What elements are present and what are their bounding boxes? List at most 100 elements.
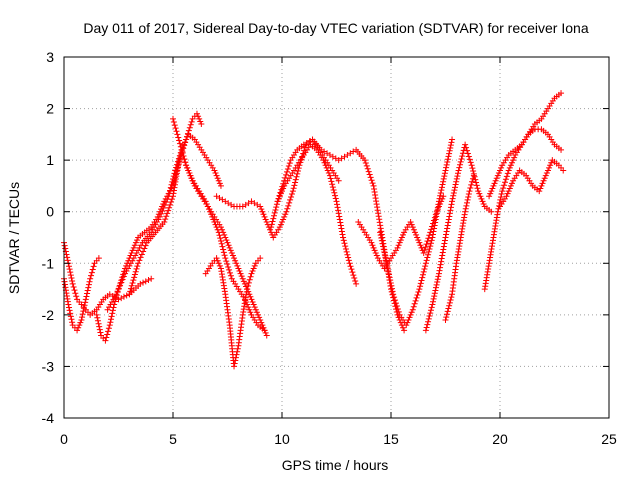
data-point bbox=[257, 255, 264, 262]
data-point bbox=[465, 191, 472, 198]
data-point bbox=[446, 302, 453, 309]
data-point bbox=[431, 290, 438, 297]
data-point bbox=[467, 159, 474, 166]
data-point bbox=[247, 273, 254, 280]
data-point bbox=[213, 255, 220, 262]
data-point bbox=[475, 188, 482, 195]
data-point bbox=[186, 170, 193, 177]
data-point bbox=[151, 224, 158, 231]
data-point bbox=[427, 307, 434, 314]
data-point bbox=[223, 237, 230, 244]
data-point bbox=[282, 211, 289, 218]
data-point bbox=[102, 337, 109, 344]
data-point bbox=[241, 280, 248, 287]
data-point bbox=[132, 239, 139, 246]
data-point bbox=[185, 167, 192, 174]
data-point bbox=[179, 149, 186, 156]
data-point bbox=[97, 329, 104, 336]
data-point bbox=[442, 167, 449, 174]
data-point bbox=[279, 183, 286, 190]
data-point bbox=[130, 244, 137, 251]
data-point bbox=[71, 287, 78, 294]
data-point bbox=[95, 320, 102, 327]
data-point bbox=[399, 231, 406, 238]
data-point bbox=[234, 262, 241, 269]
data-point bbox=[119, 276, 126, 283]
data-point bbox=[334, 204, 341, 211]
data-point bbox=[457, 161, 464, 168]
data-point bbox=[278, 186, 285, 193]
data-point bbox=[364, 165, 371, 172]
x-tick-label: 5 bbox=[169, 431, 177, 447]
data-point bbox=[107, 301, 114, 308]
data-point bbox=[410, 226, 417, 233]
data-point bbox=[292, 176, 299, 183]
data-point bbox=[88, 269, 95, 276]
data-point bbox=[67, 272, 74, 279]
data-point bbox=[262, 216, 269, 223]
data-point bbox=[452, 181, 459, 188]
data-point bbox=[502, 176, 509, 183]
data-point bbox=[429, 234, 436, 241]
data-point bbox=[78, 317, 85, 324]
data-point bbox=[384, 265, 391, 272]
data-point bbox=[122, 270, 129, 277]
data-point bbox=[86, 278, 93, 285]
data-point bbox=[276, 224, 283, 231]
data-point bbox=[497, 167, 503, 174]
data-point bbox=[274, 198, 281, 205]
data-point bbox=[156, 213, 163, 220]
data-point bbox=[189, 177, 196, 184]
plot-frame bbox=[63, 56, 610, 419]
data-point bbox=[501, 182, 508, 189]
data-point bbox=[463, 199, 470, 206]
data-point bbox=[140, 248, 147, 255]
data-point bbox=[65, 301, 72, 308]
data-point bbox=[488, 188, 495, 195]
data-point bbox=[440, 246, 447, 253]
data-point bbox=[346, 260, 353, 267]
data-point bbox=[76, 322, 83, 329]
data-point bbox=[505, 167, 512, 174]
data-point bbox=[497, 196, 504, 203]
data-point bbox=[261, 327, 268, 334]
data-point bbox=[62, 245, 69, 252]
data-point bbox=[438, 255, 445, 262]
data-point bbox=[290, 185, 297, 192]
data-point bbox=[66, 266, 73, 273]
data-point bbox=[138, 251, 145, 258]
data-point bbox=[351, 275, 358, 282]
data-point bbox=[239, 275, 246, 282]
data-point bbox=[537, 185, 544, 192]
data-point bbox=[263, 332, 270, 339]
data-point bbox=[463, 202, 470, 209]
data-point bbox=[413, 294, 420, 301]
data-point bbox=[183, 162, 190, 169]
data-point bbox=[393, 303, 400, 310]
data-point bbox=[490, 182, 497, 189]
data-point bbox=[84, 287, 91, 294]
data-point bbox=[462, 141, 469, 148]
data-point bbox=[343, 248, 350, 255]
data-point bbox=[439, 249, 446, 256]
data-point bbox=[132, 268, 139, 275]
data-point bbox=[279, 219, 285, 226]
data-point bbox=[383, 260, 390, 267]
data-point bbox=[435, 198, 442, 205]
data-point bbox=[390, 291, 397, 298]
data-point bbox=[479, 198, 486, 205]
data-point bbox=[108, 298, 115, 305]
data-point bbox=[77, 319, 84, 326]
data-point bbox=[256, 314, 263, 321]
data-point bbox=[263, 219, 270, 226]
data-point bbox=[434, 207, 441, 214]
data-point bbox=[417, 283, 424, 290]
data-point bbox=[410, 303, 417, 310]
data-point bbox=[128, 249, 135, 256]
data-point bbox=[443, 164, 450, 171]
data-point bbox=[123, 268, 130, 275]
data-point bbox=[347, 263, 354, 270]
data-point bbox=[163, 213, 170, 220]
data-point bbox=[68, 316, 75, 323]
